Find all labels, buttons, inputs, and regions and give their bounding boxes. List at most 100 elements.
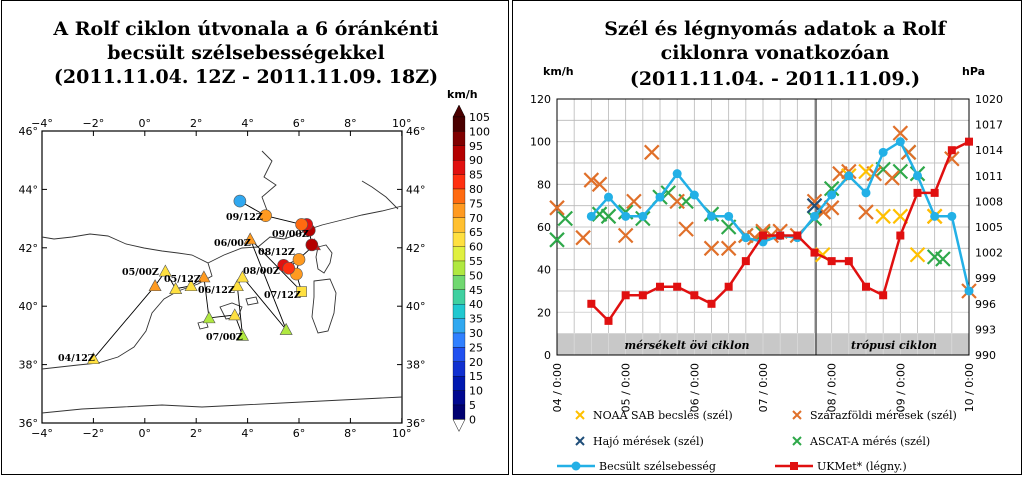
coast-italy [361, 180, 399, 210]
right-axis-tick-label: 999 [975, 272, 996, 285]
left-axis-tick-label: 40 [537, 264, 551, 277]
legend-x-marker [575, 436, 585, 446]
colorbar-label: 10 [469, 385, 483, 398]
legend-item-ukmet: UKMet* (légny.) [775, 460, 907, 473]
track-point-circle [233, 194, 247, 208]
lon-tick-label-top: −4° [31, 117, 53, 130]
colorbar-label: 55 [469, 255, 483, 268]
wind-pressure-chart: Szél és légnyomás adatok a Rolf ciklonra… [530, 18, 1003, 473]
lat-tick-label-left: 42° [19, 242, 39, 255]
series-point-square [810, 248, 819, 257]
track-point-triangle [158, 264, 172, 277]
x-axis-tick-label: 05 / 0:00 [620, 363, 633, 412]
series-point-x [884, 170, 900, 186]
series-point-square [776, 231, 785, 240]
colorbar-label: 25 [469, 341, 483, 354]
track-label: 09/12Z [226, 212, 263, 223]
left-axis-tick-label: 60 [537, 221, 551, 234]
legend-item-estimated: Becsült szélsebesség [557, 460, 716, 473]
series-point-x [575, 229, 591, 246]
x-axis-tick-label: 04 / 0:00 [551, 363, 564, 412]
lon-tick-label-top: 4° [241, 117, 254, 130]
lon-tick-label-top: −2° [83, 117, 105, 130]
track-point-triangle [235, 270, 249, 283]
colorbar-label: 50 [469, 269, 483, 282]
legend: NOAA SAB becslés (szél) Szárazföldi méré… [557, 409, 957, 473]
legend-circle-marker [571, 461, 581, 471]
series-point-x [549, 200, 565, 216]
left-axis-tick-label: 100 [530, 136, 551, 149]
coast-sardinia [311, 278, 337, 334]
colorbar-swatch [452, 246, 466, 262]
track-point-circle [292, 253, 306, 266]
map-title-line-3: (2011.11.04. 12Z - 2011.11.09. 18Z) [54, 66, 438, 88]
series-point-circle [895, 137, 905, 147]
colorbar-label: 75 [469, 197, 483, 210]
series-point-circle [827, 190, 837, 200]
chart-title-line-1: Szél és légnyomás adatok a Rolf [604, 18, 947, 40]
lat-tick-label-left: 46° [19, 125, 39, 138]
x-axis-tick-label: 06 / 0:00 [688, 363, 701, 412]
series-point-x [720, 240, 737, 257]
lon-tick-label-bottom: −2° [83, 427, 105, 440]
left-axis-tick-label: 20 [537, 306, 551, 319]
colorbar-label: 35 [469, 313, 483, 326]
right-axis-tick-label: 1014 [975, 144, 1003, 157]
left-axis-tick-label: 120 [530, 93, 551, 106]
track-label: 09/00Z [272, 229, 309, 240]
colorbar-label: 85 [469, 169, 483, 182]
series-point-square [621, 291, 630, 300]
lat-tick-label-left: 44° [19, 183, 39, 196]
lon-tick-label-top: 2° [190, 117, 203, 130]
colorbar-swatch [452, 304, 466, 319]
phase-label-extratropical: mérsékelt övi ciklon [624, 339, 749, 352]
map-axis-ticks: −4°−4°−2°−2°0°0°2°2°4°4°6°6°8°8°10°10°46… [19, 117, 426, 440]
phase-label-tropical: trópusi ciklon [851, 339, 937, 352]
legend-label: Hajó mérések (szél) [593, 435, 704, 448]
colorbar-swatch [452, 347, 466, 362]
track-point-triangle [202, 311, 216, 324]
track-map: A Rolf ciklon útvonala a 6 óránkénti bec… [19, 18, 491, 440]
track-point-square [296, 286, 307, 297]
right-axis-tick-label: 1020 [975, 93, 1003, 106]
series-point-square [947, 146, 956, 155]
track-label: 06/12Z [198, 285, 235, 296]
colorbar-label: 80 [469, 183, 483, 196]
legend-item-noaa: NOAA SAB becslés (szél) [575, 409, 733, 422]
series-point-square [827, 257, 836, 266]
colorbar-label: 95 [469, 140, 483, 153]
series-point-square [673, 282, 682, 291]
colorbar-swatch [452, 188, 466, 204]
coast-corsica [315, 244, 333, 274]
series-point-x [626, 193, 642, 210]
coast-alps [261, 150, 277, 214]
track-label: 08/12Z [258, 247, 295, 258]
legend-x-marker [792, 410, 802, 420]
colorbar-label: 60 [469, 241, 483, 254]
series-point-x [892, 163, 909, 180]
colorbar-label: 90 [469, 154, 483, 167]
lat-tick-label-right: 46° [406, 125, 426, 138]
right-axis-tick-label: 993 [975, 323, 996, 336]
series-point-circle [672, 169, 682, 179]
series-point-x [617, 227, 634, 244]
track-point-circle [282, 261, 296, 275]
colorbar-label: 70 [469, 212, 483, 225]
lon-tick-label-bottom: 6° [293, 427, 306, 440]
lat-tick-label-right: 38° [406, 359, 426, 372]
track-label: 04/12Z [58, 353, 95, 364]
series-point-x [643, 144, 660, 161]
series-point-x [875, 208, 891, 225]
legend-item-ascat: ASCAT-A mérés (szél) [792, 435, 930, 448]
lon-tick-label-bottom: 10° [392, 427, 412, 440]
track-point-triangle [279, 322, 293, 335]
series-point-circle [741, 233, 751, 243]
chart-grid [556, 98, 970, 356]
series-point-x [549, 232, 565, 248]
colorbar-swatch [452, 174, 466, 190]
map-frame [41, 130, 403, 424]
track-point-circle [295, 218, 308, 231]
colorbar-label: 45 [469, 284, 483, 297]
colorbar-swatch [452, 260, 466, 276]
series-point-x [858, 204, 874, 220]
